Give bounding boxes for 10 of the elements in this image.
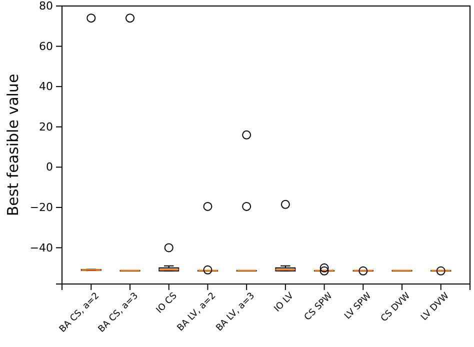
y-tick-label: −20: [30, 200, 53, 214]
y-tick-label: 80: [39, 0, 53, 13]
y-tick-label: 40: [39, 80, 53, 94]
x-tick-label: IO CS: [154, 290, 180, 316]
y-tick-label: 0: [46, 160, 53, 174]
y-tick-label: 60: [39, 40, 53, 53]
y-tick-label: −40: [30, 241, 53, 254]
y-tick-label: 20: [39, 120, 53, 134]
y-axis-title: Best feasible value: [4, 74, 22, 216]
x-tick-label: IO LV: [272, 290, 296, 314]
